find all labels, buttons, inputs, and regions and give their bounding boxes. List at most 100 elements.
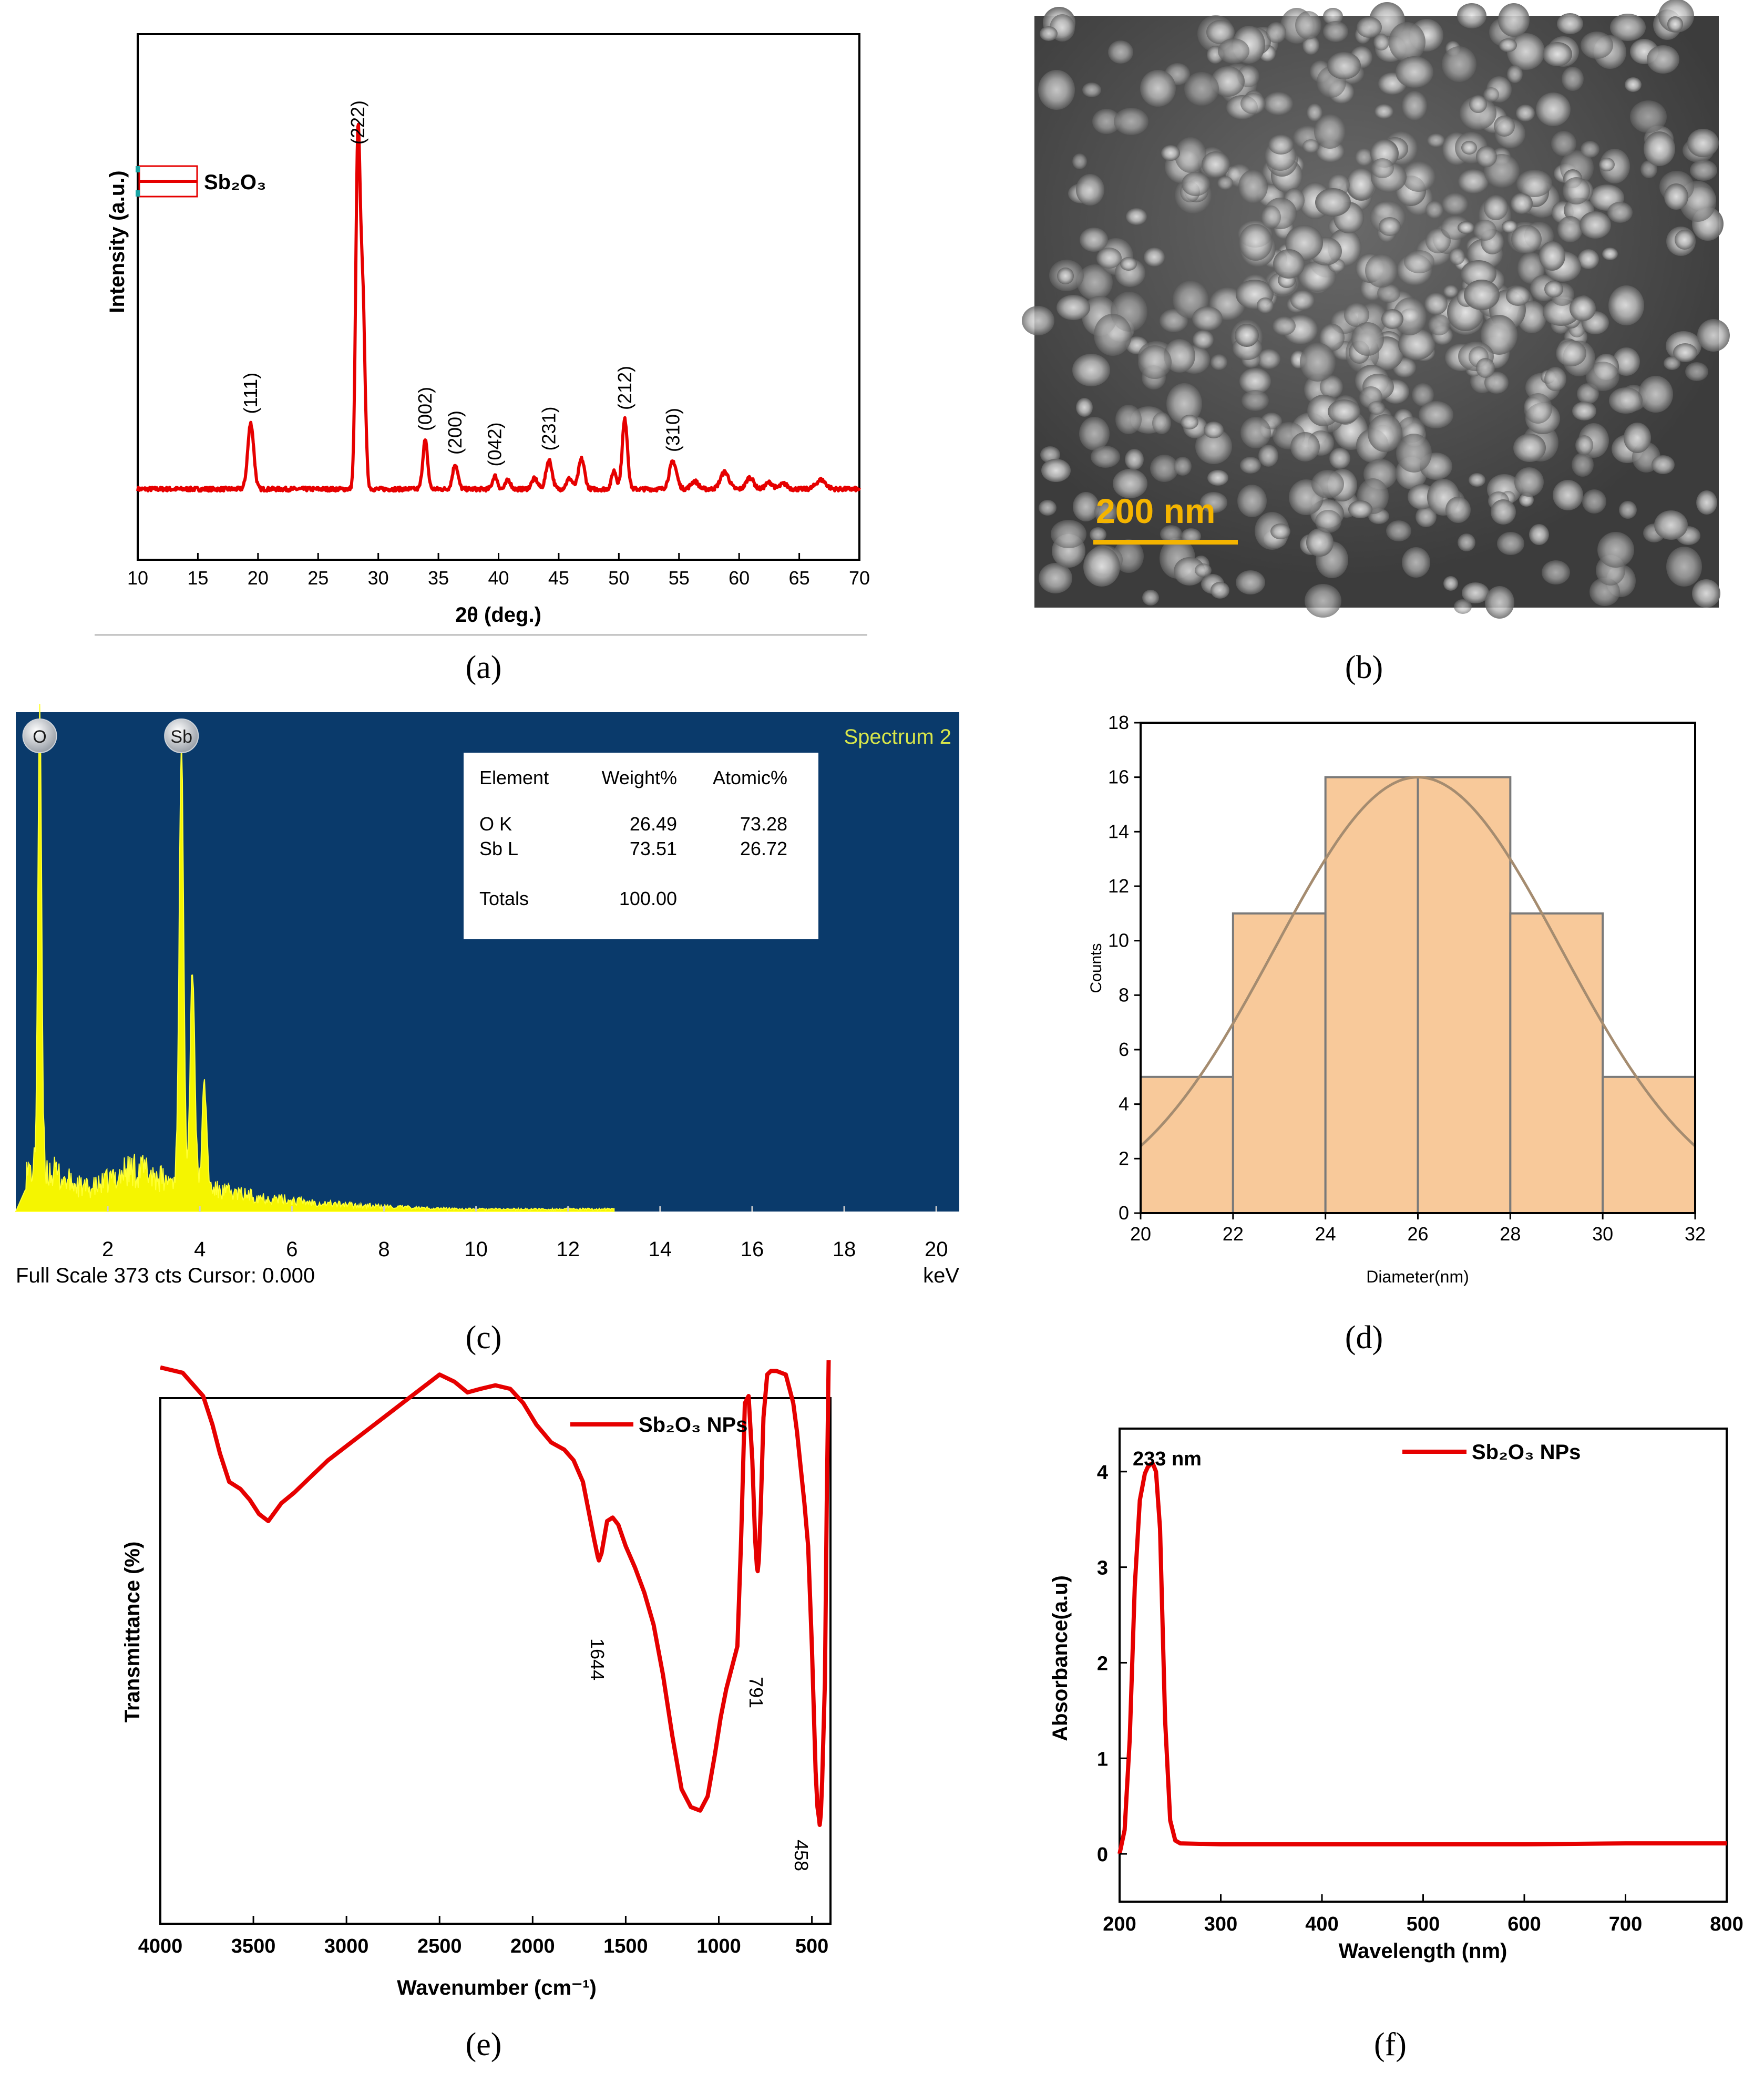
- eds-cell: 73.51: [630, 838, 677, 859]
- xrd-x-tick-label: 45: [548, 567, 569, 589]
- sem-particle: [1240, 93, 1266, 114]
- histogram-bars: [1140, 776, 1697, 1215]
- sem-particle: [1315, 188, 1351, 217]
- sem-particle: [1368, 414, 1402, 452]
- sem-particle: [1365, 254, 1398, 288]
- sem-particle: [1039, 563, 1072, 593]
- xrd-peak-label: (231): [538, 406, 560, 450]
- sem-particle: [1462, 582, 1489, 603]
- sem-particle: [1192, 306, 1223, 331]
- sem-particle: [1239, 224, 1273, 261]
- xrd-x-tick-label: 35: [428, 567, 449, 589]
- sem-particle: [1638, 376, 1673, 413]
- sem-particle: [1557, 13, 1583, 34]
- eds-peak-marker-label: O: [33, 727, 46, 747]
- xrd-x-tick-label: 25: [307, 567, 329, 589]
- histogram-x-tick-label: 30: [1592, 1223, 1613, 1245]
- eds-header-weight: Weight%: [602, 767, 677, 788]
- sem-particle: [1481, 315, 1517, 355]
- sem-particle: [1597, 532, 1634, 568]
- sem-particle: [1094, 500, 1117, 524]
- eds-peak-marker-label: Sb: [170, 727, 192, 747]
- sem-particle: [1150, 455, 1178, 482]
- xrd-peak-labels: (111) (222) (002) (200) (042) (231) (212) (310): [240, 100, 683, 467]
- sem-particle: [1464, 280, 1500, 310]
- sem-particle: [1300, 343, 1336, 382]
- uvvis-x-tick-label: 800: [1710, 1913, 1743, 1935]
- sem-particle: [1696, 490, 1717, 515]
- sem-particle: [1083, 547, 1120, 587]
- sem-particle: [1204, 422, 1224, 438]
- sem-particle: [1144, 248, 1165, 266]
- sem-particle: [1355, 148, 1373, 166]
- sem-particle: [1412, 383, 1434, 406]
- sem-particle: [1305, 584, 1341, 618]
- sem-particle: [1303, 139, 1319, 153]
- sem-particle: [1306, 528, 1334, 557]
- sem-particle: [1499, 38, 1517, 52]
- histogram-bar: [1324, 776, 1419, 1214]
- sem-particle: [1323, 21, 1348, 42]
- xrd-legend: Sb₂O₃: [136, 165, 266, 198]
- eds-totals-value: 100.00: [619, 888, 677, 909]
- sem-particle: [1393, 297, 1427, 335]
- ftir-x-tick-label: 3500: [231, 1935, 276, 1957]
- uvvis-ticks: 200 300 400 500 600 700 800 0 1 2 3 4: [1097, 1462, 1744, 1935]
- histogram-y-tick-label: 4: [1119, 1093, 1129, 1115]
- uvvis-y-axis-label: Absorbance(a.u): [1049, 1575, 1072, 1741]
- ftir-legend: Sb₂O₃ NPs: [570, 1413, 747, 1436]
- uvvis-legend: Sb₂O₃ NPs: [1402, 1441, 1581, 1464]
- sem-particle: [1458, 221, 1474, 234]
- eds-peak-markers: O Sb: [22, 719, 199, 753]
- uvvis-peak-annotation: 233 nm: [1133, 1448, 1202, 1470]
- sem-particle: [1076, 398, 1093, 417]
- uvvis-x-tick-label: 700: [1609, 1913, 1642, 1935]
- eds-result-table: Element Weight% Atomic% O K 26.49 73.28 …: [464, 753, 818, 939]
- uvvis-y-tick-label: 3: [1097, 1557, 1108, 1579]
- sem-particle: [1599, 149, 1630, 183]
- sem-particle: [1307, 104, 1322, 121]
- sem-particle: [1469, 95, 1487, 113]
- sem-particle: [1096, 248, 1122, 269]
- histogram-x-tick-label: 22: [1223, 1223, 1244, 1245]
- sem-particle: [1344, 303, 1369, 327]
- sem-particle: [1580, 211, 1611, 239]
- caption-f: (f): [1374, 2027, 1407, 2062]
- sem-particle: [1319, 324, 1345, 351]
- sem-particle: [1051, 520, 1086, 548]
- xrd-legend-label: Sb₂O₃: [204, 171, 266, 194]
- eds-x-tick-label: 10: [464, 1238, 488, 1261]
- histogram-y-axis-label: Counts: [1088, 943, 1105, 993]
- xrd-peak-label: (200): [444, 411, 466, 455]
- sem-particle: [1602, 248, 1618, 260]
- sem-particle: [1268, 135, 1294, 155]
- sem-particle: [1077, 264, 1113, 300]
- eds-x-tick-label: 8: [378, 1238, 389, 1261]
- xrd-x-tick-label: 20: [248, 567, 269, 589]
- sem-particle: [1581, 141, 1599, 158]
- ftir-peak-label-791: 791: [745, 1677, 767, 1708]
- sem-scale-bar-label: 200 nm: [1096, 491, 1215, 530]
- ftir-x-tick-label: 1000: [696, 1935, 741, 1957]
- sem-particle: [1266, 22, 1286, 43]
- histogram-bar: [1509, 912, 1604, 1215]
- sem-particle: [1038, 70, 1075, 110]
- sem-particle: [1114, 108, 1148, 135]
- sem-particle: [1484, 195, 1508, 220]
- ftir-x-tick-label: 2000: [510, 1935, 555, 1957]
- sem-particle: [1506, 286, 1530, 306]
- sem-particle: [1257, 349, 1280, 369]
- sem-particle: [1507, 65, 1523, 83]
- caption-c: (c): [466, 1320, 502, 1356]
- sem-particle: [1161, 145, 1180, 161]
- sem-particle: [1347, 168, 1375, 200]
- eds-x-tick-label: 18: [833, 1238, 856, 1261]
- sem-particle: [1357, 17, 1382, 38]
- sem-particle: [1328, 399, 1360, 424]
- sem-particle: [1073, 492, 1099, 521]
- sem-particle: [1562, 67, 1584, 91]
- sem-particle: [1386, 520, 1411, 541]
- histogram-x-axis-label: Diameter(nm): [1366, 1267, 1469, 1286]
- eds-x-tick-label: 16: [741, 1238, 764, 1261]
